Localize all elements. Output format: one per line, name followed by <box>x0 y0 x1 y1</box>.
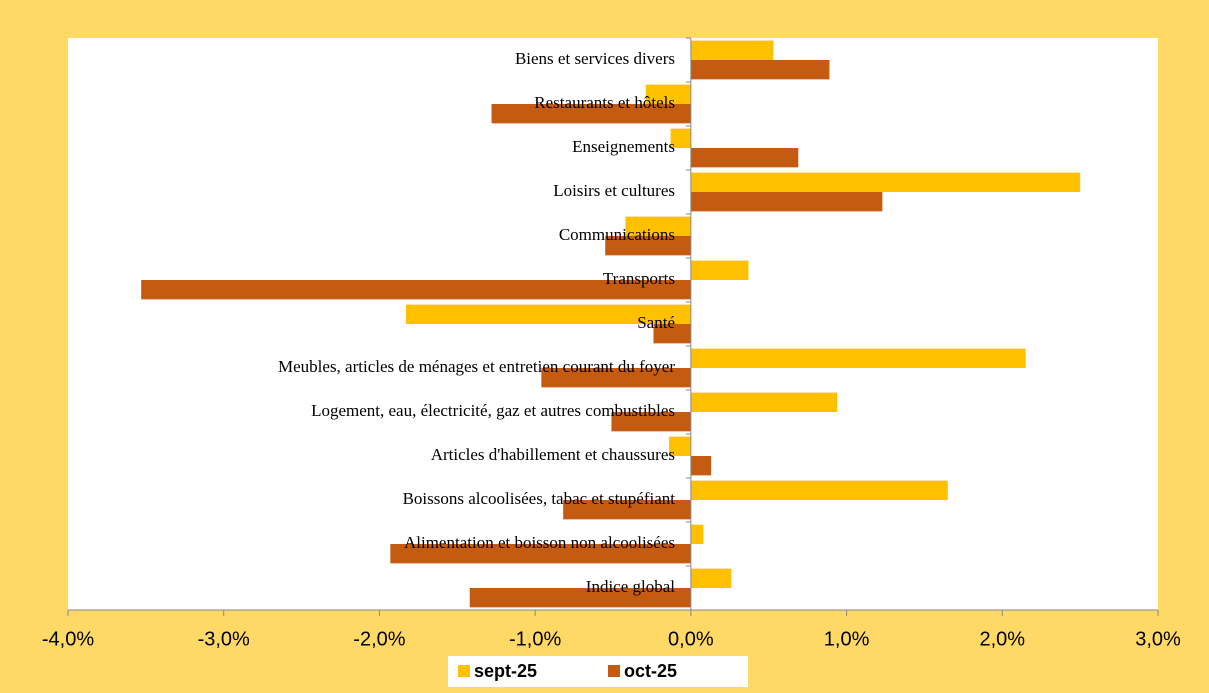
bar <box>625 216 691 236</box>
category-label: Articles d'habillement et chaussures <box>431 445 675 464</box>
bar <box>405 304 691 324</box>
bar <box>690 148 799 168</box>
category-label: Loisirs et cultures <box>553 181 675 200</box>
category-label: Logement, eau, électricité, gaz et autre… <box>311 401 675 420</box>
category-label: Boissons alcoolisées, tabac et stupéfian… <box>403 489 676 508</box>
legend-swatch <box>608 665 620 677</box>
legend-label: sept-25 <box>474 661 537 681</box>
bar <box>690 260 749 280</box>
bar <box>669 436 691 456</box>
bar <box>690 40 774 60</box>
bar <box>390 544 691 564</box>
category-label: Santé <box>637 313 675 332</box>
category-label: Restaurants et hôtels <box>534 93 675 112</box>
legend <box>448 656 748 687</box>
bar <box>605 236 691 256</box>
bar <box>141 280 691 300</box>
x-tick-label: 1,0% <box>824 628 870 650</box>
bar <box>653 324 691 344</box>
x-tick-label: 0,0% <box>668 628 714 650</box>
x-tick-label: 3,0% <box>1135 628 1181 650</box>
category-label: Indice global <box>586 577 675 596</box>
x-tick-label: -3,0% <box>198 628 250 650</box>
x-tick-label: -2,0% <box>353 628 405 650</box>
bar <box>690 456 712 476</box>
bar <box>690 192 883 212</box>
bar <box>670 128 691 148</box>
bar <box>469 588 691 608</box>
bar <box>690 60 830 80</box>
category-label: Biens et services divers <box>515 49 675 68</box>
x-tick-label: 2,0% <box>979 628 1025 650</box>
bar <box>690 172 1081 192</box>
bar <box>690 348 1026 368</box>
category-label: Enseignements <box>572 137 675 156</box>
bar <box>541 368 691 388</box>
category-label: Meubles, articles de ménages et entretie… <box>278 357 675 376</box>
bar <box>690 568 732 588</box>
x-tick-label: -1,0% <box>509 628 561 650</box>
category-label: Communications <box>559 225 675 244</box>
category-label: Transports <box>603 269 675 288</box>
x-tick-label: -4,0% <box>42 628 94 650</box>
legend-label: oct-25 <box>624 661 677 681</box>
bar <box>690 524 704 544</box>
bar <box>690 392 838 412</box>
bar <box>491 104 691 124</box>
bar <box>611 412 691 432</box>
category-label: Alimentation et boisson non alcoolisées <box>404 533 675 552</box>
bar <box>563 500 691 520</box>
legend-swatch <box>458 665 470 677</box>
bar <box>645 84 691 104</box>
bar <box>690 480 948 500</box>
